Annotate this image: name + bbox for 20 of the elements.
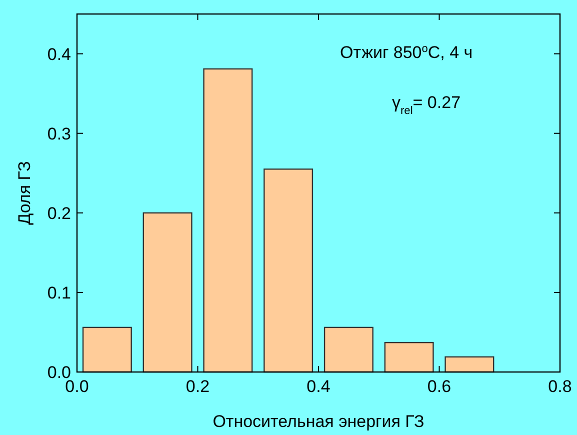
annotation: γ$_{rel}$= 0.27 <box>392 93 461 117</box>
y-tick-label: 0.1 <box>47 283 71 302</box>
x-axis-title: Относительная энергия ГЗ <box>212 412 424 431</box>
bar <box>384 342 434 373</box>
bar <box>324 326 374 373</box>
x-tick-label: 0.2 <box>186 377 210 396</box>
x-tick-label: 0.4 <box>306 377 330 396</box>
y-tick-label: 0.4 <box>47 44 71 64</box>
x-tick-label: 0.6 <box>427 377 452 396</box>
y-tick-label: 0.3 <box>47 124 71 144</box>
x-tick-label: 0.8 <box>548 377 572 396</box>
x-tick-label: 0.0 <box>65 377 89 396</box>
bar <box>264 168 314 373</box>
y-axis-title: Доля ГЗ <box>15 161 34 225</box>
bar <box>82 326 132 373</box>
annotation: Отжиг 850$^{o}$C, 4 ч <box>340 43 473 62</box>
bar <box>444 356 494 373</box>
bar <box>203 68 253 373</box>
y-tick-label: 0.2 <box>47 204 71 223</box>
bar <box>142 212 192 373</box>
